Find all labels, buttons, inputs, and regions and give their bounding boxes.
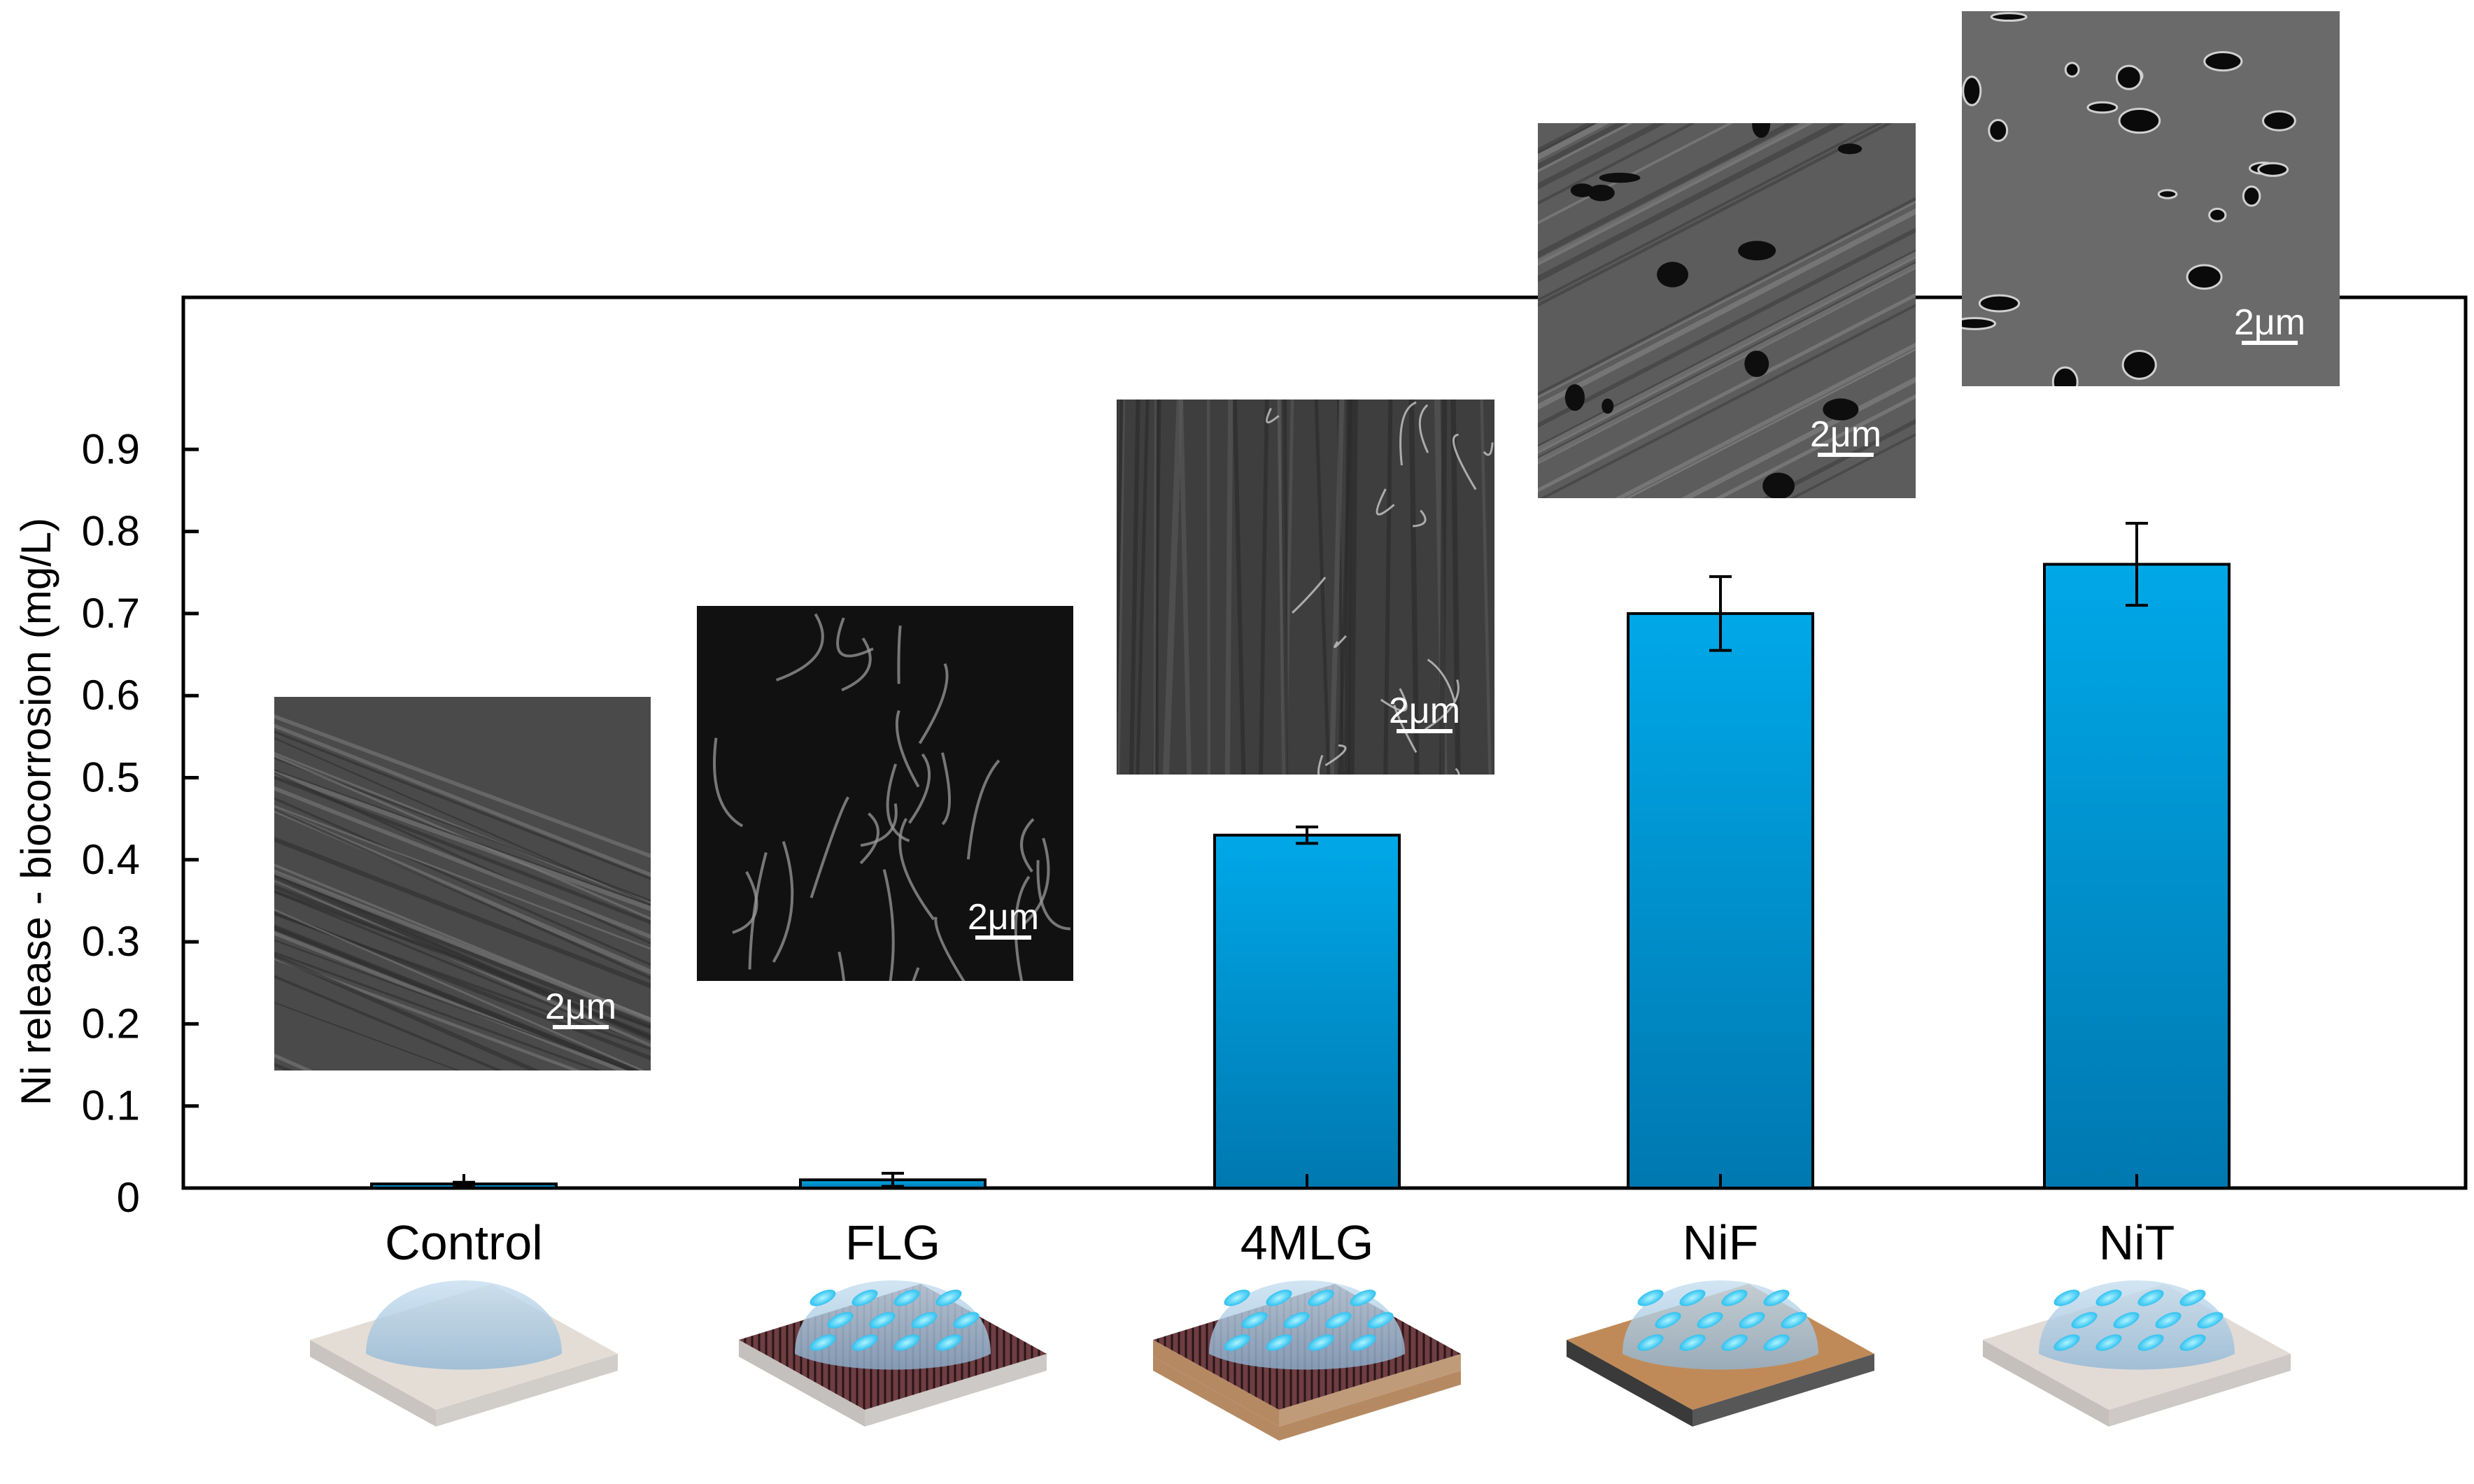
bacterium	[1781, 1312, 1807, 1329]
schematic-control	[310, 1280, 618, 1427]
bacterium	[2054, 1334, 2080, 1351]
scale-bar-label: 2μm	[1810, 414, 1881, 455]
schematic-illustrations	[310, 1280, 2291, 1441]
y-tick-label: 0.3	[82, 918, 140, 965]
bacterium	[935, 1289, 962, 1306]
bacterium	[1721, 1289, 1748, 1306]
x-category-label: NiT	[2099, 1215, 2175, 1270]
droplet	[366, 1280, 562, 1370]
bacterium	[851, 1334, 878, 1351]
bacterium	[2095, 1289, 2122, 1306]
bacterium	[1637, 1289, 1664, 1306]
bar-nit	[2043, 563, 2231, 1189]
sem-insets-layer: 2μm 2μm 2μm 2μm 2μm	[274, 11, 2340, 1070]
schematic-flg	[739, 1280, 1047, 1427]
y-tick-label: 0.7	[82, 590, 140, 637]
sem-inset-4mlg: 2μm	[1117, 400, 1494, 775]
bacterium	[1266, 1334, 1292, 1351]
bacterium	[911, 1312, 938, 1329]
y-tick-label: 0.4	[82, 836, 140, 883]
scale-bar-label: 2μm	[968, 897, 1039, 938]
bacterium	[1739, 1312, 1765, 1329]
bacterium	[1350, 1334, 1376, 1351]
y-tick-label: 0.6	[82, 672, 140, 719]
bacterium	[1308, 1289, 1334, 1306]
bacterium	[1697, 1312, 1723, 1329]
schematic-nit	[1983, 1280, 2291, 1427]
bacterium	[893, 1289, 920, 1306]
schematic-4mlg	[1153, 1280, 1461, 1441]
bacterium	[2179, 1334, 2206, 1351]
scale-bar-label: 2μm	[1389, 691, 1460, 731]
y-axis-title: Ni release - biocorrosion (mg/L)	[13, 518, 59, 1105]
x-category-label: FLG	[845, 1215, 940, 1270]
bacterium	[2113, 1312, 2140, 1329]
sem-inset-nit: 2μm	[1962, 11, 2340, 386]
bacterium	[1367, 1312, 1394, 1329]
y-tick-label: 0.5	[82, 754, 140, 801]
y-tick-label: 0.2	[82, 1000, 140, 1047]
bar-4mlg	[1213, 833, 1401, 1189]
bacterium	[1637, 1334, 1664, 1351]
y-axis: 0 0.1 0.2 0.3 0.4 0.5 0.6 0.7 0.8 0.9	[82, 425, 199, 1221]
bacterium	[810, 1289, 836, 1306]
bacterium	[893, 1334, 920, 1351]
scale-bar-label: 2μm	[2234, 302, 2305, 343]
bacterium	[935, 1334, 962, 1351]
sem-inset-nif: 2μm	[1538, 123, 1916, 498]
x-category-label: NiF	[1683, 1215, 1759, 1270]
bacterium	[827, 1312, 854, 1329]
y-tick-label: 0.8	[82, 508, 140, 555]
bacterium	[1679, 1334, 1706, 1351]
bacterium	[1325, 1312, 1352, 1329]
bacterium	[953, 1312, 980, 1329]
bars-layer	[370, 521, 2231, 1190]
bacterium	[810, 1334, 836, 1351]
bacterium	[1283, 1312, 1310, 1329]
schematic-nif	[1567, 1280, 1874, 1427]
bacterium	[1350, 1289, 1376, 1306]
bacterium	[2071, 1312, 2098, 1329]
sem-image	[1962, 11, 2340, 386]
x-category-label: 4MLG	[1240, 1215, 1374, 1270]
bacterium	[1308, 1334, 1334, 1351]
y-tick-label: 0	[117, 1174, 140, 1221]
bacterium	[1763, 1289, 1790, 1306]
bacterium	[851, 1289, 878, 1306]
bacterium	[1655, 1312, 1681, 1329]
bacterium	[2137, 1334, 2164, 1351]
bacterium	[2095, 1334, 2122, 1351]
bacterium	[869, 1312, 896, 1329]
bar-nif	[1627, 612, 1814, 1189]
x-category-label: Control	[385, 1215, 543, 1270]
bacterium	[1679, 1289, 1706, 1306]
bacterium	[2179, 1289, 2206, 1306]
y-tick-label: 0.9	[82, 425, 140, 472]
bacterium	[1721, 1334, 1748, 1351]
bacterium	[2137, 1289, 2164, 1306]
x-axis-labels: Control FLG 4MLG NiF NiT	[385, 1215, 2175, 1270]
sem-inset-flg: 2μm	[697, 606, 1073, 981]
y-tick-label: 0.1	[82, 1082, 140, 1129]
bacterium	[1763, 1334, 1790, 1351]
bacterium	[1224, 1289, 1250, 1306]
bacterium	[2054, 1289, 2080, 1306]
bacterium	[2155, 1312, 2182, 1329]
scale-bar-label: 2μm	[545, 987, 616, 1027]
sem-inset-control: 2μm	[274, 697, 651, 1070]
bacterium	[1224, 1334, 1250, 1351]
bacterium	[1266, 1289, 1292, 1306]
sem-image	[697, 606, 1073, 981]
bacterium	[1241, 1312, 1268, 1329]
bacterium	[2197, 1312, 2224, 1329]
